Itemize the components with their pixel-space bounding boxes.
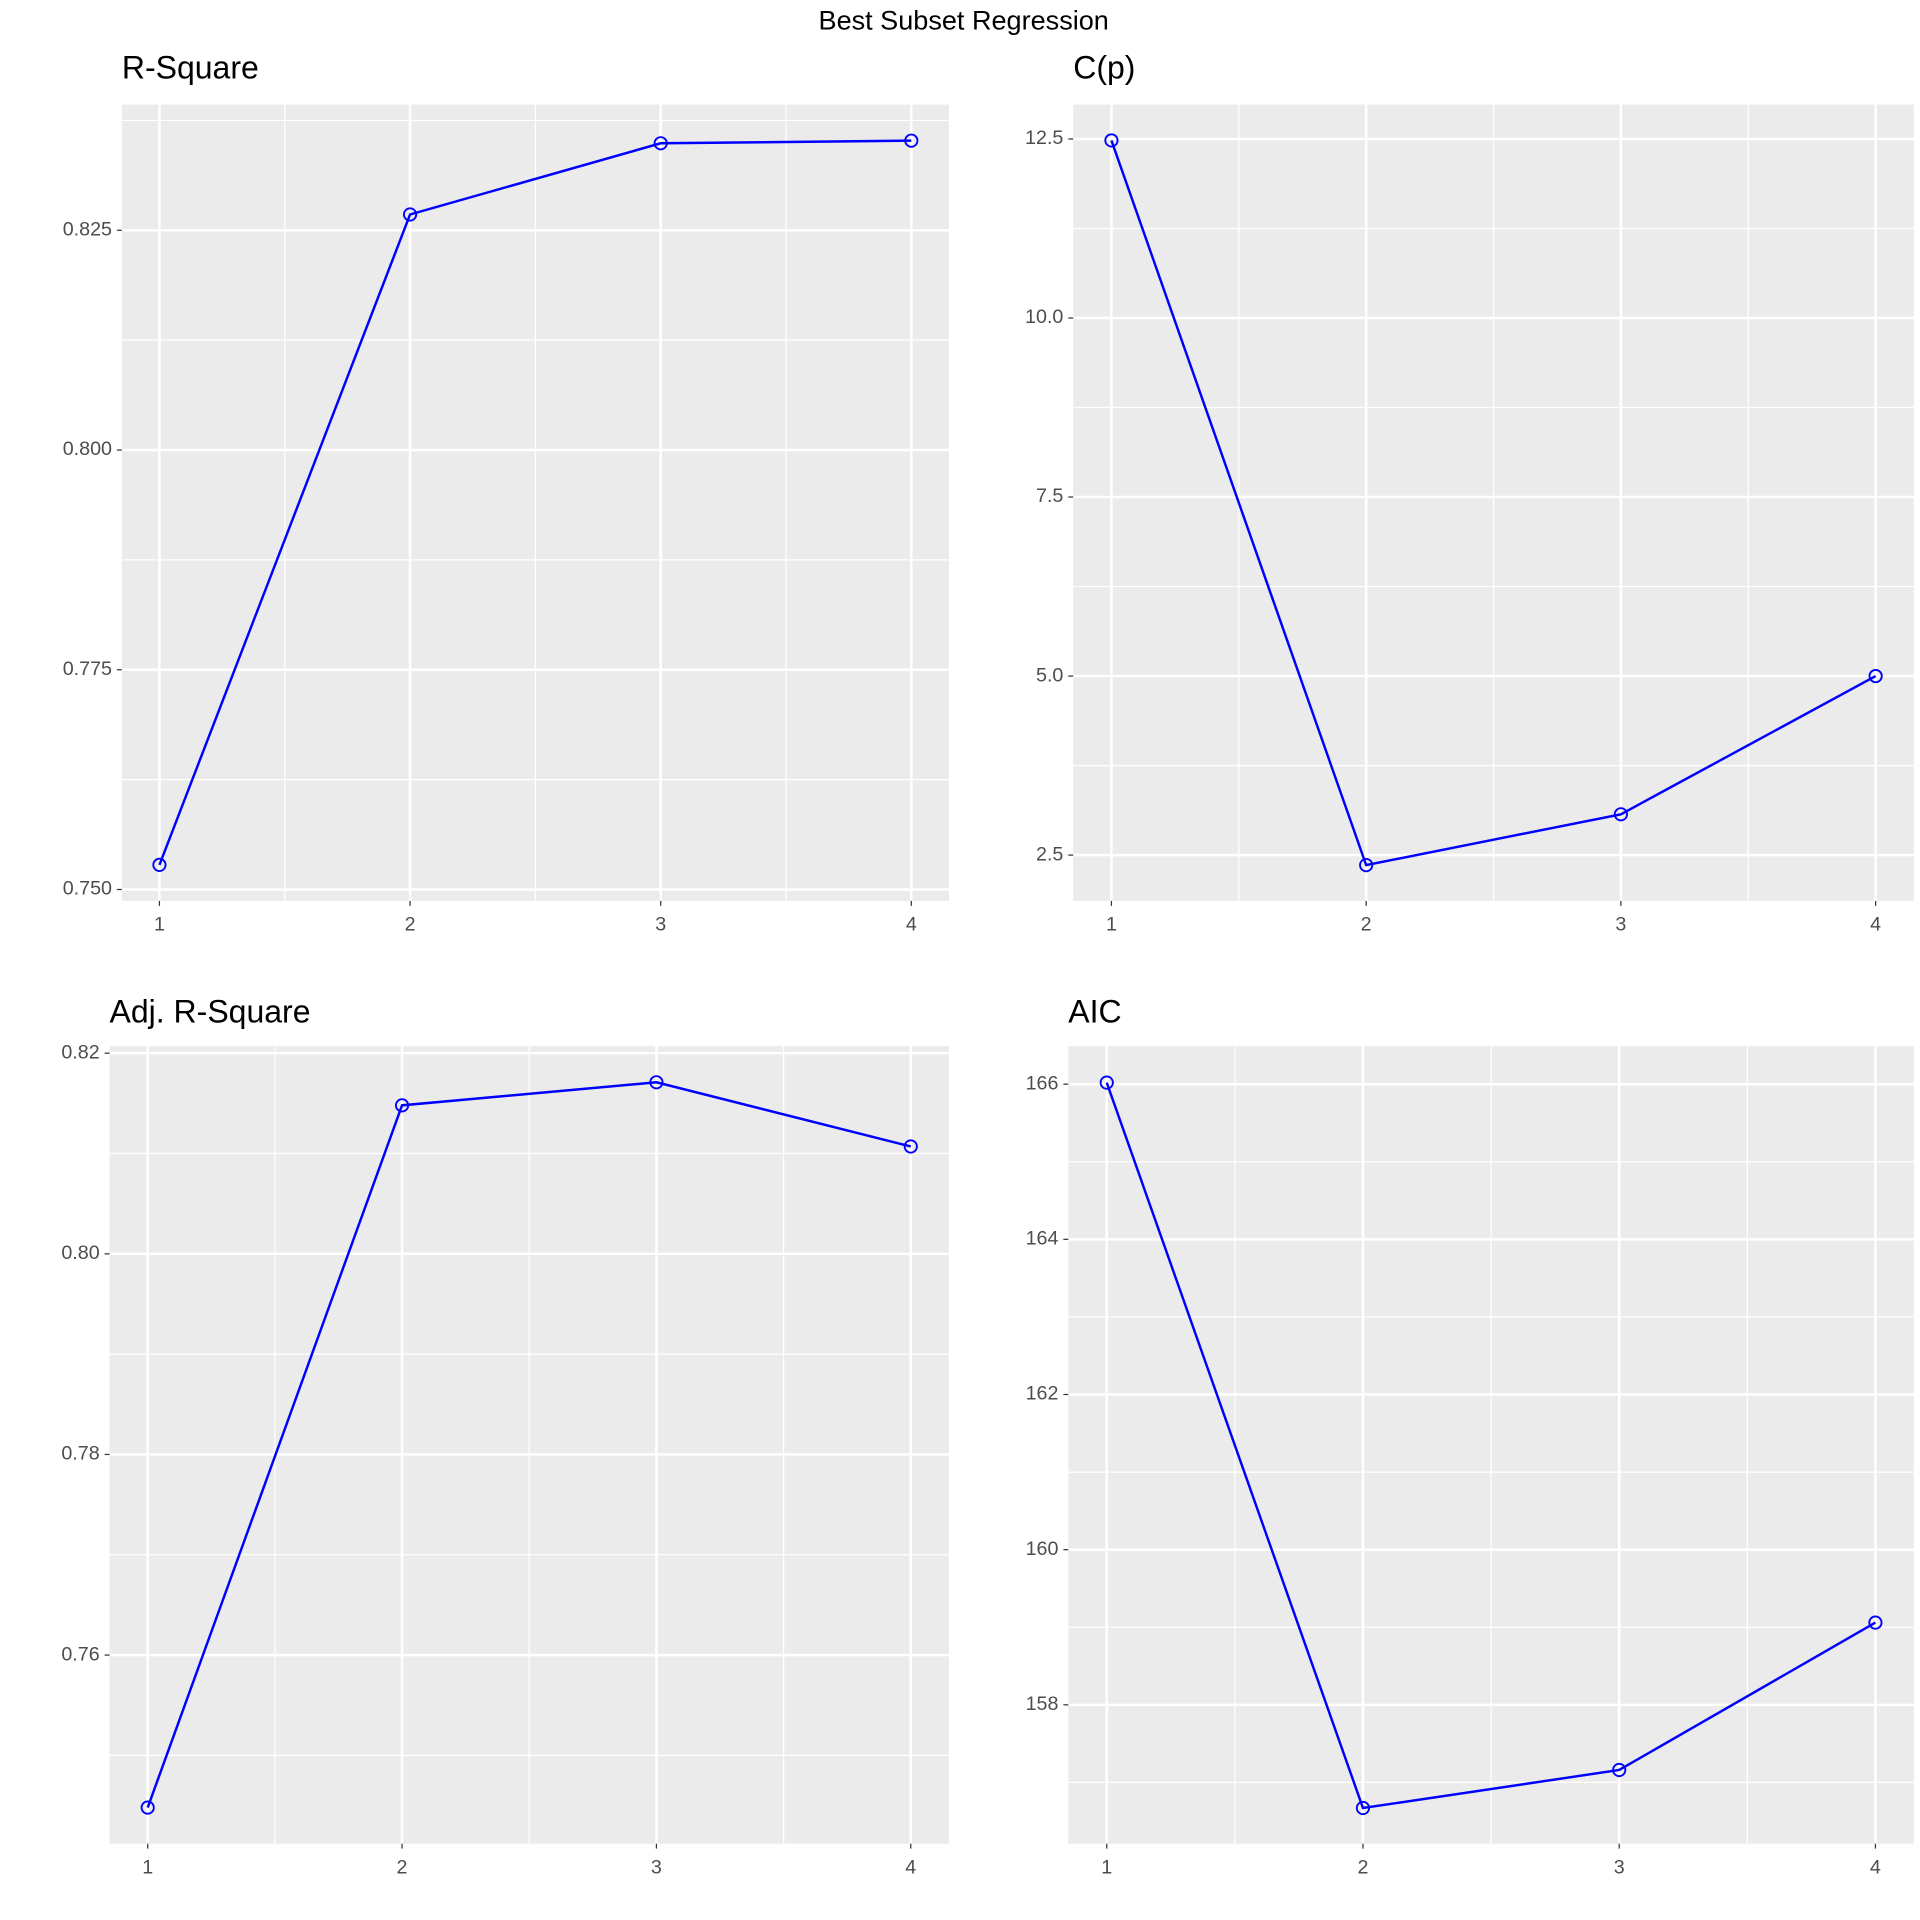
data-line (146, 1081, 912, 1809)
x-tick-label: 1 (1106, 914, 1117, 936)
data-point (904, 133, 919, 148)
x-tick-label: 1 (1101, 1857, 1112, 1879)
y-tick-label: 2.5 (1036, 843, 1063, 865)
x-tick-label: 3 (1615, 914, 1626, 936)
data-point (1612, 1762, 1627, 1778)
y-tick-label: 10.0 (1025, 306, 1063, 328)
y-tick-label: 5.0 (1036, 664, 1063, 686)
y-tick-label: 0.78 (61, 1443, 99, 1465)
x-tick-label: 4 (1870, 1857, 1881, 1879)
data-point (1355, 1800, 1371, 1816)
x-tick-label: 3 (1614, 1857, 1625, 1879)
data-point (140, 1800, 155, 1815)
data-point (394, 1098, 410, 1113)
y-tick-label: 0.825 (63, 219, 112, 241)
data-point (1613, 807, 1628, 822)
y-tick-label: 0.82 (61, 1041, 99, 1063)
data-point (1104, 133, 1119, 148)
y-tick-label: 0.775 (63, 658, 112, 680)
data-point (653, 136, 668, 151)
x-tick-label: 1 (142, 1857, 153, 1879)
data-point (1099, 1075, 1114, 1090)
panel-title: Adj. R-Square (110, 994, 311, 1030)
panel-title: R-Square (122, 50, 259, 86)
data-line (1110, 140, 1877, 867)
x-tick-label: 4 (905, 1857, 916, 1879)
data-point (1868, 668, 1883, 684)
data-point (1359, 858, 1374, 873)
x-tick-label: 4 (906, 914, 917, 936)
figure-title: Best Subset Regression (819, 4, 1109, 35)
y-tick-label: 0.76 (61, 1643, 99, 1665)
data-line (158, 139, 912, 866)
x-tick-label: 1 (154, 914, 165, 936)
x-tick-label: 2 (397, 1857, 408, 1879)
data-point (402, 207, 418, 222)
data-line (1105, 1082, 1877, 1810)
y-tick-label: 7.5 (1036, 485, 1063, 507)
data-point (649, 1075, 664, 1090)
y-tick-label: 0.80 (61, 1242, 99, 1264)
x-tick-label: 2 (1361, 914, 1372, 936)
y-tick-label: 0.750 (63, 878, 112, 900)
y-tick-label: 12.5 (1025, 127, 1063, 149)
x-tick-label: 2 (1357, 1857, 1368, 1879)
data-point (152, 857, 167, 872)
y-tick-label: 160 (1026, 1538, 1059, 1560)
y-tick-label: 162 (1026, 1383, 1059, 1405)
x-tick-label: 3 (655, 914, 666, 936)
data-point (903, 1139, 918, 1154)
panel-title: AIC (1068, 994, 1121, 1030)
panel-title: C(p) (1073, 50, 1135, 86)
y-tick-label: 166 (1026, 1072, 1059, 1094)
x-tick-label: 2 (405, 914, 416, 936)
y-tick-label: 158 (1026, 1693, 1059, 1715)
x-tick-label: 3 (651, 1857, 662, 1879)
y-tick-label: 164 (1026, 1228, 1059, 1250)
y-tick-label: 0.800 (63, 438, 112, 460)
x-tick-label: 4 (1870, 914, 1881, 936)
data-point (1868, 1615, 1883, 1630)
